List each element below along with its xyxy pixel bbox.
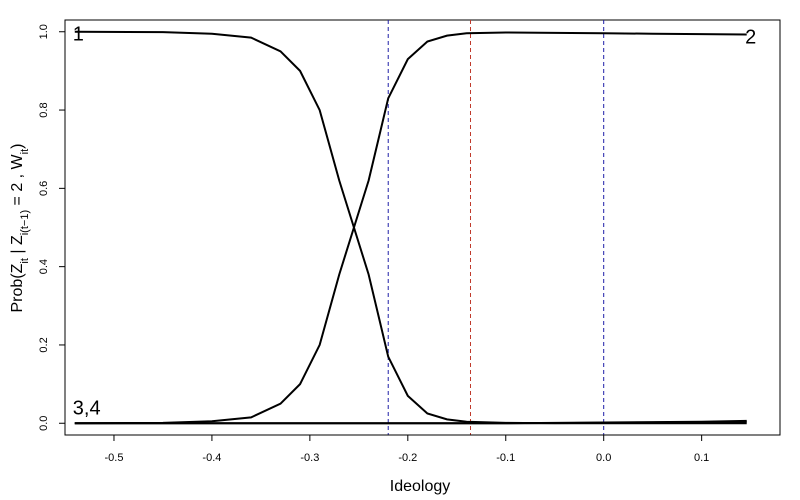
x-tick-label: -0.4 [202,452,221,464]
y-axis: 0.0 0.2 0.4 0.6 0.8 1.0 [38,24,66,431]
x-tick-label: -0.2 [398,452,417,464]
curve-label-0: 1 [73,24,84,46]
x-tick-label: -0.3 [300,452,319,464]
y-tick-label: 1.0 [38,24,50,39]
x-tick-label: -0.1 [496,452,515,464]
y-axis-title: Prob(Zit | Zi(t−1) = 2 , Wit) [9,143,31,312]
x-tick-label: 0.1 [694,452,709,464]
series-line-2 [74,31,747,425]
series-line-1 [74,30,747,425]
y-tick-label: 0.0 [38,416,50,431]
y-tick-label: 0.8 [38,102,50,117]
x-axis: -0.5 -0.4 -0.3 -0.2 -0.1 0.0 0.1 [104,434,709,464]
y-tick-label: 0.6 [38,181,50,196]
curve-label-1: 2 [745,26,756,48]
plot-frame [64,19,781,436]
series-group [74,30,747,425]
x-tick-label: -0.5 [104,452,123,464]
curve-labels: 1 23,4 [73,24,756,420]
y-tick-label: 0.2 [38,337,50,352]
x-tick-label: 0.0 [596,452,611,464]
curve-label-2: 3,4 [73,397,101,419]
reference-lines [387,20,605,435]
series-line-4 [74,420,747,425]
y-tick-label: 0.4 [38,259,50,274]
x-axis-title: Ideology [390,478,451,495]
